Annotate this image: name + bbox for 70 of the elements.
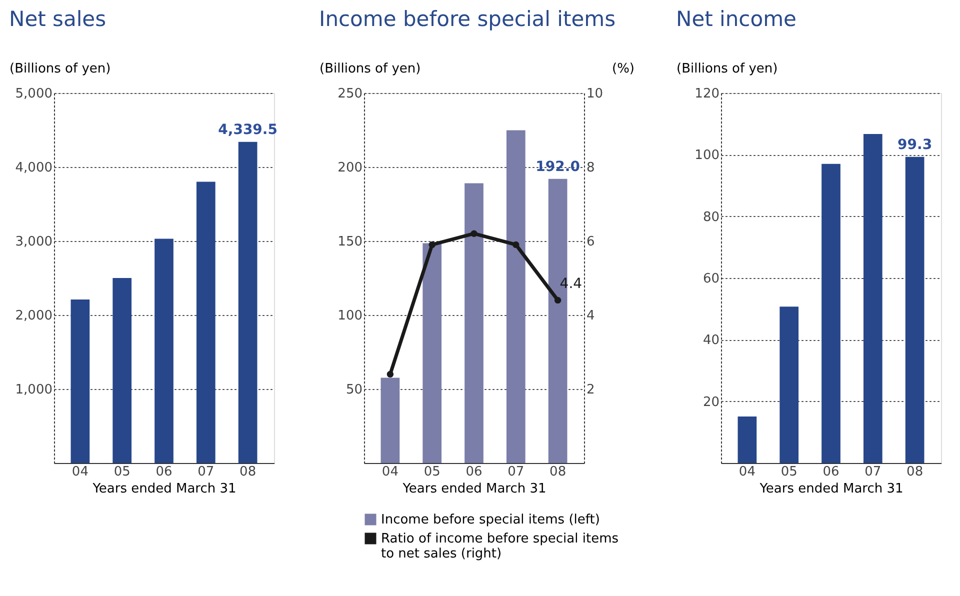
bar <box>112 278 132 463</box>
x-tick-label: 05 <box>780 464 798 480</box>
y2-tick-label: 8 <box>586 160 595 176</box>
y-tick-label: 60 <box>702 272 720 286</box>
y-tick-label: 120 <box>694 86 720 102</box>
data-label: 4,339.5 <box>218 122 278 138</box>
y-tick-label: 80 <box>702 210 720 225</box>
x-tick-label: 06 <box>822 464 840 480</box>
chart-title: Net income <box>676 7 796 31</box>
x-tick-label: 07 <box>864 464 882 480</box>
point <box>386 370 394 378</box>
chart-title: Net sales <box>9 7 106 31</box>
y-tick-label: 20 <box>702 394 720 410</box>
y-axis-title: (Billions of yen) <box>320 62 421 76</box>
y2-tick-label: 6 <box>586 234 595 250</box>
legend-label: Ratio of income before special items to net sales (right) <box>381 532 619 562</box>
y-tick-label: 3,000 <box>15 234 52 250</box>
x-tick-label: 06 <box>156 464 172 480</box>
y-axis-title: (Billions of yen) <box>676 62 778 76</box>
y-tick-label: 250 <box>338 86 362 102</box>
bar <box>154 238 174 463</box>
y-axis-title: (Billions of yen) <box>10 62 111 76</box>
x-tick-label: 07 <box>508 464 524 480</box>
y-tick-label: 50 <box>346 382 362 398</box>
x-tick-label: 05 <box>424 464 440 480</box>
data-label: 99.3 <box>898 136 932 153</box>
point <box>428 241 436 248</box>
point <box>470 230 478 237</box>
bar <box>422 243 442 463</box>
y-tick-label: 100 <box>694 148 720 164</box>
y2-axis-title: (%) <box>612 62 634 76</box>
y-tick-label: 5,000 <box>15 86 52 102</box>
y-tick-label: 100 <box>338 308 362 324</box>
bar <box>863 134 882 463</box>
legend-label: Income before special items (left) <box>381 512 600 528</box>
bar <box>506 130 526 463</box>
x-tick-label: 07 <box>198 464 214 480</box>
point <box>554 296 562 304</box>
bar <box>464 183 484 463</box>
bar <box>196 182 216 463</box>
data-label: 192.0 <box>536 158 580 175</box>
x-tick-label: 05 <box>114 464 130 480</box>
bar <box>822 164 840 463</box>
x-tick-label: 04 <box>382 464 398 480</box>
bar <box>70 299 90 463</box>
y-tick-label: 40 <box>702 333 720 348</box>
chart-title: Income before special items <box>319 7 616 31</box>
y-tick-label: 1,000 <box>15 382 52 398</box>
x-tick-label: 06 <box>466 464 482 480</box>
x-tick-label: 04 <box>72 464 88 480</box>
bar <box>238 142 258 463</box>
y2-tick-label: 4 <box>586 308 595 324</box>
bar <box>780 306 799 463</box>
x-tick-label: 08 <box>906 464 924 480</box>
x-tick-label: 04 <box>738 464 756 480</box>
y-tick-label: 200 <box>338 160 362 176</box>
y-tick-label: 2,000 <box>15 308 52 324</box>
y-tick-label: 150 <box>338 234 362 250</box>
x-axis-title: Years ended March 31 <box>758 482 904 496</box>
x-tick-label: 08 <box>550 464 566 480</box>
x-tick-label: 08 <box>240 464 256 480</box>
bar <box>380 378 400 463</box>
x-axis-title: Years ended March 31 <box>402 482 546 496</box>
y2-tick-label: 2 <box>586 382 595 398</box>
bar <box>738 416 757 463</box>
bar <box>905 156 924 463</box>
x-axis-title: Years ended March 31 <box>92 482 236 496</box>
y2-tick-label: 10 <box>586 86 604 102</box>
y-tick-label: 4,000 <box>15 160 52 176</box>
point <box>512 241 520 248</box>
